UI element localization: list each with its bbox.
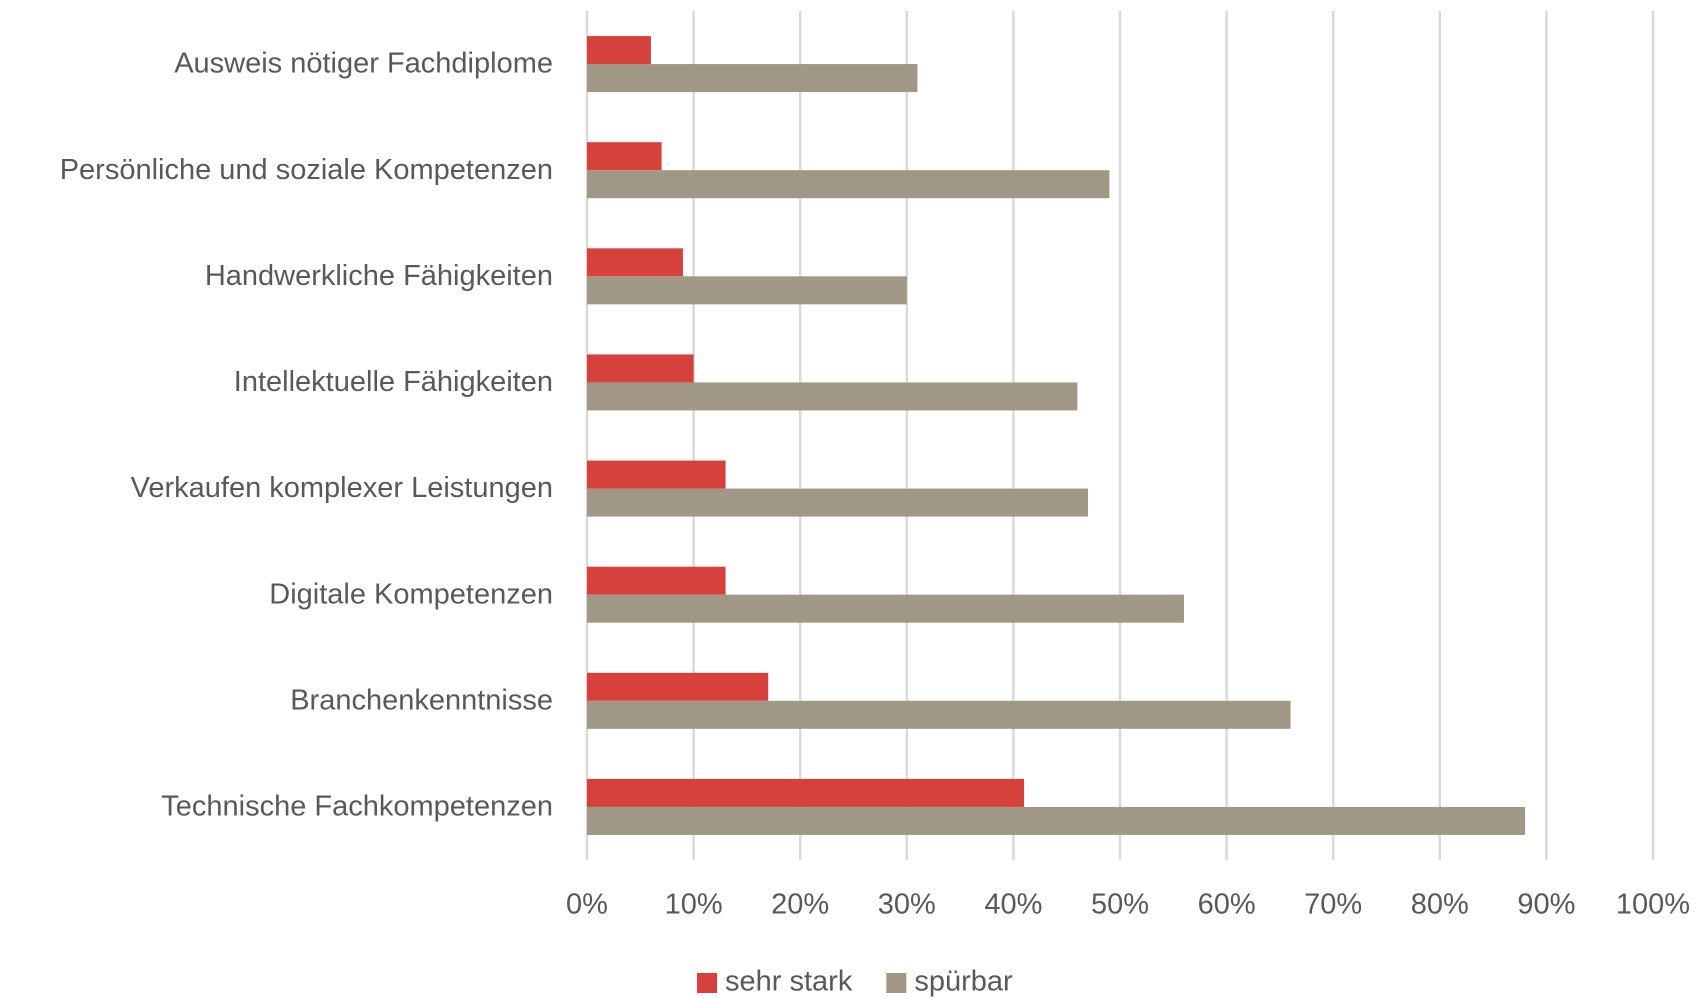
y-tick-label: Persönliche und soziale Kompetenzen — [60, 154, 553, 186]
y-tick-label: Technische Fachkompetenzen — [161, 791, 553, 823]
bar — [587, 566, 726, 595]
x-tick-label: 100% — [1616, 889, 1690, 921]
legend-swatch — [886, 973, 907, 993]
legend-label: sehr stark — [725, 966, 853, 998]
x-tick-label: 10% — [665, 889, 723, 921]
x-tick-label: 70% — [1304, 889, 1362, 921]
bar — [587, 276, 907, 305]
y-tick-label: Handwerkliche Fähigkeiten — [205, 260, 553, 292]
bar — [587, 170, 1110, 199]
bar — [587, 594, 1184, 623]
x-tick-label: 20% — [771, 889, 829, 921]
x-tick-label: 60% — [1198, 889, 1256, 921]
x-tick-label: 90% — [1517, 889, 1575, 921]
bar — [587, 64, 918, 93]
bar — [587, 248, 683, 277]
bar — [587, 778, 1025, 807]
bar — [587, 460, 726, 489]
y-tick-label: Verkaufen komplexer Leistungen — [131, 472, 553, 504]
bar — [587, 672, 769, 701]
x-tick-label: 0% — [566, 889, 608, 921]
x-tick-label: 30% — [878, 889, 936, 921]
bar — [587, 488, 1089, 517]
y-tick-label: Branchenkenntnisse — [290, 684, 553, 716]
legend-swatch — [697, 973, 717, 993]
y-tick-label: Digitale Kompetenzen — [269, 578, 553, 610]
bar — [587, 806, 1526, 835]
y-tick-label: Ausweis nötiger Fachdiplome — [174, 48, 553, 80]
bar — [587, 354, 694, 383]
legend-label: spürbar — [914, 966, 1013, 998]
bar — [587, 36, 651, 65]
x-tick-label: 40% — [984, 889, 1042, 921]
bar — [587, 700, 1291, 729]
bar — [587, 382, 1078, 411]
x-tick-label: 80% — [1411, 889, 1469, 921]
bar — [587, 142, 662, 171]
y-tick-label: Intellektuelle Fähigkeiten — [234, 366, 553, 398]
x-tick-label: 50% — [1091, 889, 1149, 921]
